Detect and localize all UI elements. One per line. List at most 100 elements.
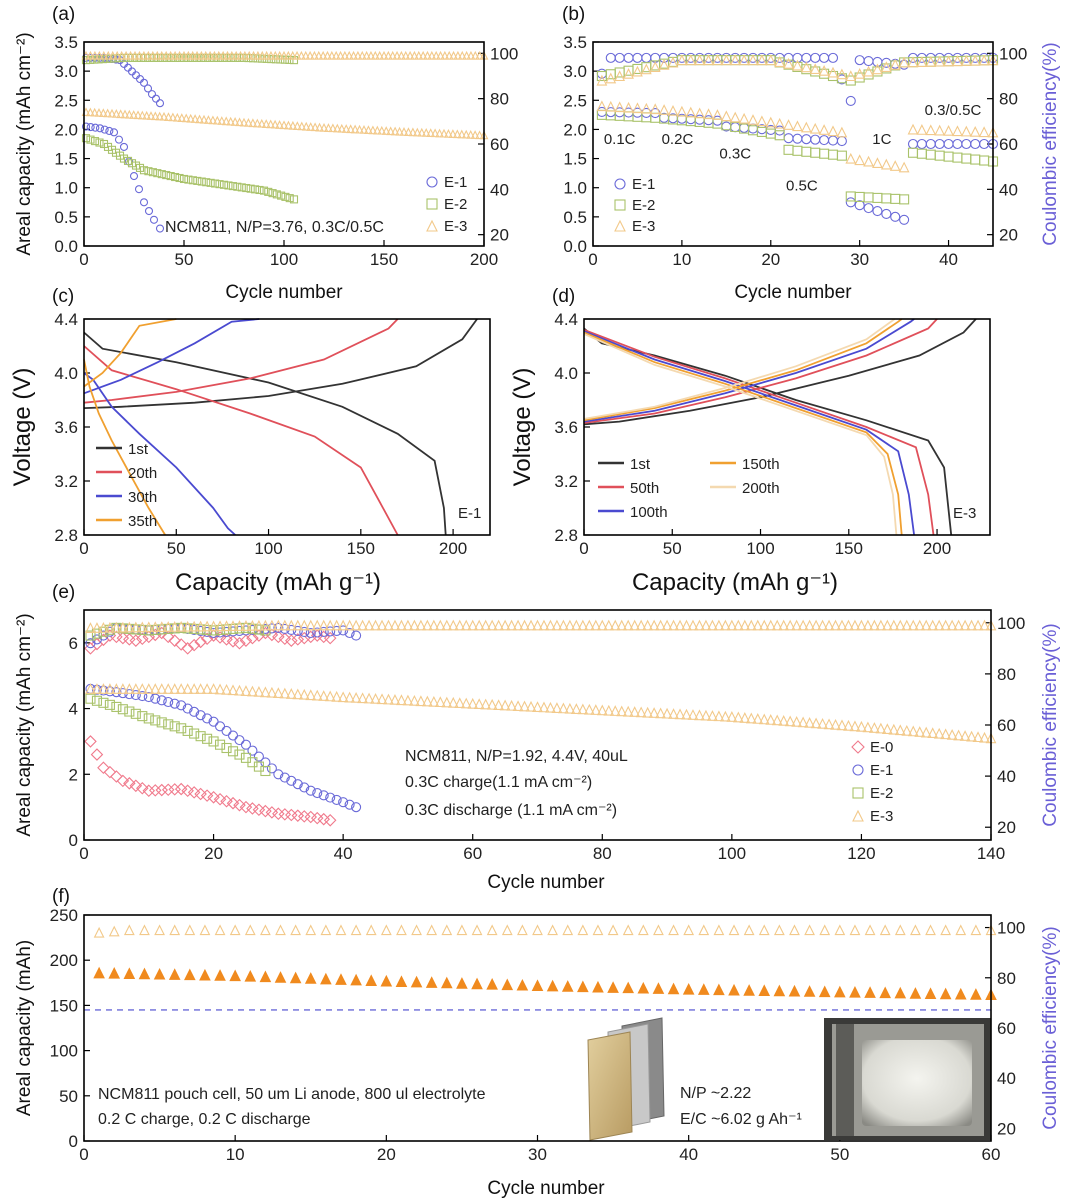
panel-a-series-2-ce-point-69: [383, 50, 393, 60]
panel-e-series-2-capacity-point-16: [189, 728, 200, 739]
panel-b-y-tick-label-4: 2.0: [563, 120, 587, 139]
panel-b-rate-label-5: 0.3/0.5C: [925, 102, 982, 119]
panel-e-series-3-ce-point-5: [117, 621, 129, 633]
panel-a-series-1-capacity-point-34: [228, 182, 237, 191]
panel-d-label: (d): [552, 286, 575, 307]
panel-e-series-3-ce-point-128: [914, 619, 926, 631]
panel-b-series-1-ce-point-34: [899, 57, 910, 68]
panel-e-series-3-capacity-point-97: [713, 710, 725, 722]
panel-a-series-2-capacity-point-64: [364, 125, 373, 134]
panel-b-series-0-ce-point-30: [863, 55, 874, 67]
panel-d-legend-entry-1: 50th: [630, 480, 659, 497]
panel-e-series-0-ce-point-23: [233, 636, 246, 650]
panel-b-series-2-capacity-point-0: [596, 100, 608, 112]
panel-d-y-tick-label-3: 4.0: [554, 364, 578, 383]
panel-e-series-0-capacity-point-3: [103, 765, 117, 779]
panel-e-series-3-ce-point-20: [214, 620, 226, 632]
panel-e-series-3-ce-point-129: [920, 619, 932, 631]
panel-e-series-1-capacity-point-9: [143, 692, 154, 703]
panel-e-series-3-capacity-point-136: [966, 730, 977, 742]
panel-a-series-1-capacity-point-20: [166, 172, 175, 181]
panel-a-series-1-capacity-point-0: [81, 134, 91, 143]
panel-f-ce-point-34: [607, 924, 619, 936]
panel-e-series-3-ce-point-52: [421, 619, 433, 631]
panel-e-legend-marker-0: [851, 740, 865, 754]
panel-f-ce-point-12: [275, 924, 286, 936]
panel-e-series-3-ce-point-95: [700, 619, 712, 631]
panel-e-series-3-capacity-point-29: [272, 687, 284, 699]
panel-b-series-0-capacity-point-39: [943, 138, 954, 150]
panel-a-series-2-ce-point-23: [183, 50, 193, 60]
panel-b-y2-tick-label-4: 100: [999, 44, 1027, 63]
panel-e-series-1-capacity-point-16: [189, 706, 200, 717]
panel-a-series-2-ce-point-87: [462, 50, 471, 60]
panel-e-series-2-ce-point-1: [91, 628, 103, 639]
panel-e-series-3-ce-point-16: [188, 620, 200, 632]
panel-b-series-2-ce-point-38: [934, 55, 946, 67]
panel-e-series-3-capacity-point-0: [85, 683, 96, 694]
panel-e-series-3-ce-point-29: [272, 619, 284, 631]
panel-b-series-0-ce-point-21: [783, 52, 794, 63]
panel-b-series-2-ce-point-27: [836, 68, 848, 80]
panel-a-series-2-capacity-point-48: [292, 121, 302, 130]
panel-e-series-0-capacity-point-1: [90, 748, 104, 761]
panel-a-series-2-ce-point-8: [117, 50, 127, 60]
panel-a-series-2-capacity-point-32: [221, 116, 231, 126]
panel-e-series-1-capacity-point-25: [247, 745, 258, 756]
panel-a-y-tick-label-5: 2.5: [54, 91, 78, 110]
panel-b-series-1-capacity-point-29: [854, 191, 865, 202]
panel-b-x-tick-label-2: 20: [761, 250, 780, 269]
panel-e-series-0-capacity-point-16: [187, 786, 201, 799]
panel-e-series-3-ce-point-101: [739, 619, 751, 631]
panel-b-series-1-capacity-point-41: [961, 153, 972, 164]
panel-e-series-3-capacity-point-129: [920, 726, 932, 738]
panel-a-series-0-capacity-point-0: [81, 122, 91, 131]
panel-a-series-2-ce-point-13: [139, 50, 149, 60]
panel-f-capacity-point-46: [788, 984, 801, 997]
panel-f-capacity-point-25: [471, 977, 483, 990]
panel-e-series-3-capacity-point-122: [875, 722, 887, 734]
panel-f-ce-point-33: [592, 924, 604, 936]
panel-e-series-3-ce-point-71: [545, 619, 556, 631]
panel-d-legend-entry-0: 1st: [630, 456, 651, 473]
panel-b-series-0-ce-point-40: [952, 52, 963, 63]
panel-a-series-2-capacity-point-15: [146, 111, 156, 120]
panel-a-series-2-ce-point-62: [353, 50, 363, 60]
panel-a-series-2-capacity-point-61: [350, 124, 360, 134]
panel-a-series-2-ce-point-19: [166, 50, 176, 60]
panel-f-y-tick-label-4: 200: [50, 951, 78, 970]
panel-b-series-2-ce-point-5: [640, 63, 652, 75]
panel-e-legend-marker-1: [852, 764, 864, 776]
panel-a-series-2-capacity-point-27: [199, 114, 209, 124]
panel-b-series-0-ce-point-2: [614, 52, 625, 63]
panel-b-rate-labels: 0.1C 0.2C 0.3C 0.5C 1C 0.3/0.5C: [604, 102, 982, 195]
panel-a-series-1-capacity-point-46: [281, 192, 290, 201]
panel-a-series-2-ce-point-30: [214, 50, 224, 60]
panel-a-series-2-capacity-point-8: [116, 109, 126, 119]
panel-e-series-1-capacity-point-38: [331, 794, 342, 805]
panel-a-series-1-capacity-point-25: [188, 176, 197, 185]
panel-e-series-3-capacity-point-59: [467, 697, 479, 709]
panel-e-series-0-capacity-point-14: [174, 782, 188, 796]
panel-e-series-1-capacity-point-11: [156, 695, 167, 706]
panel-b-x-tick-label-0: 0: [588, 250, 597, 269]
panel-f-x-tick-label-1: 10: [226, 1145, 245, 1164]
panel-e-series-3-ce-point-19: [208, 620, 219, 632]
panel-b-series-2-ce-point-30: [863, 65, 874, 77]
panel-c-y-tick-label-0: 2.8: [54, 526, 78, 545]
panel-a-series-2-ce-point-81: [436, 50, 445, 60]
panel-a-x-tick-label-1: 50: [175, 250, 194, 269]
panel-f-capacity-point-53: [894, 986, 907, 999]
panel-b-series-2-ce-point-12: [703, 54, 714, 66]
panel-b-series-2-capacity-point-43: [978, 126, 990, 138]
panel-e-series-1-ce-point-29: [273, 622, 284, 633]
panel-e-series-3-ce-point-106: [771, 619, 783, 631]
panel-e-series-3-capacity-point-15: [182, 683, 194, 694]
panel-e-series-1-ce-point-37: [325, 626, 336, 637]
panel-b-series-2-ce-point-24: [809, 63, 821, 74]
panel-c-tag: E-1: [458, 505, 481, 522]
panel-b-series-0-ce-point-24: [810, 52, 821, 63]
panel-a-series-2-ce-point-86: [457, 50, 467, 60]
panel-e-series-3-capacity-point-93: [687, 709, 699, 720]
panel-b-y-tick-label-5: 2.5: [563, 91, 587, 110]
